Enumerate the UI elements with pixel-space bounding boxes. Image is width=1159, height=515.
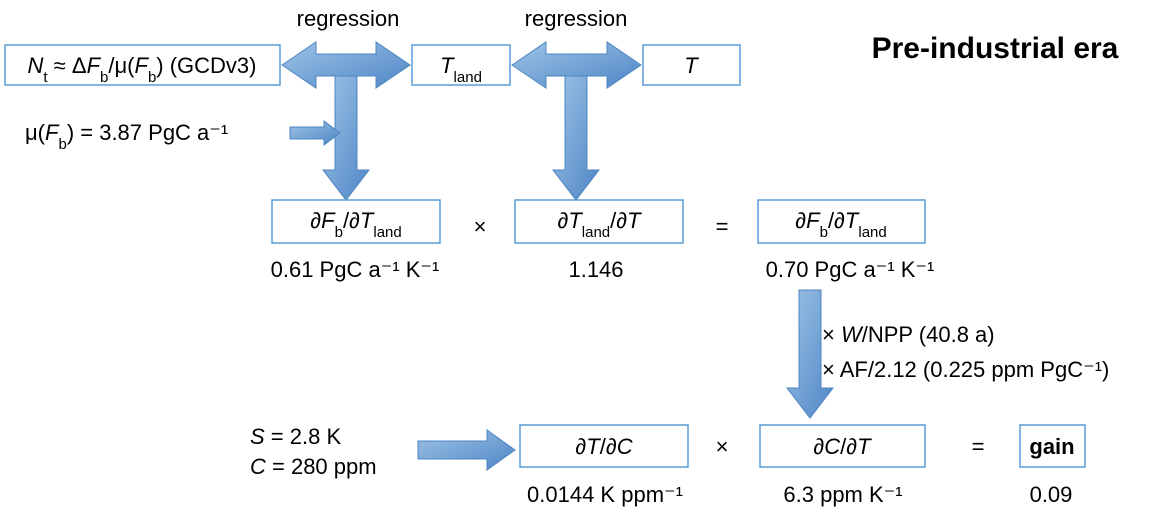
value: 0.70 PgC a⁻¹ K⁻¹ [766, 257, 935, 282]
text-run: C [824, 434, 840, 459]
operator: = [972, 434, 985, 459]
annotation: C = 280 ppm [250, 454, 377, 479]
operator: × [474, 214, 487, 239]
node-box [642, 44, 741, 86]
value: 1.146 [568, 257, 623, 282]
text-run: × [822, 322, 841, 347]
text-run: F [321, 208, 336, 233]
subscript: b [335, 224, 343, 241]
subscript: land [373, 224, 401, 241]
text-run: C [250, 454, 266, 479]
text-run: = 2.8 K [265, 424, 342, 449]
text-run: ∂ [557, 208, 568, 233]
text-run: ∂ [575, 434, 586, 459]
annotation: μ(Fb) = 3.87 PgC a⁻¹ [25, 120, 228, 153]
text-run: F [45, 120, 60, 145]
text-run: /∂ [840, 434, 857, 459]
subscript: t [43, 69, 48, 86]
text-run: /∂ [343, 208, 360, 233]
node-box [757, 199, 926, 244]
node-box [411, 44, 511, 86]
arrow [321, 75, 371, 201]
text-run: /μ( [108, 53, 135, 78]
subscript: b [58, 136, 66, 153]
annotation: × AF/2.12 (0.225 ppm PgC⁻¹) [822, 357, 1109, 382]
text-run: /∂ [610, 208, 627, 233]
node-box [519, 424, 689, 468]
value: 6.3 ppm K⁻¹ [783, 482, 902, 507]
text-run: ∂ [813, 434, 824, 459]
node-box [4, 44, 281, 86]
text-run: F [806, 208, 821, 233]
text-run: T [568, 208, 583, 233]
subscript: land [582, 224, 610, 241]
text-run: ∂ [795, 208, 806, 233]
text-run: /NPP (40.8 a) [862, 322, 995, 347]
node-box [514, 199, 684, 244]
node-label: ∂C/∂T [813, 434, 872, 459]
arrow [785, 289, 835, 419]
text-run: T [586, 434, 601, 459]
text-run: μ( [25, 120, 46, 145]
node-box [759, 424, 926, 468]
text-run: C [617, 434, 633, 459]
text-run: ) (GCDv3) [156, 53, 256, 78]
arrow [551, 75, 601, 201]
value: 0.0144 K ppm⁻¹ [527, 482, 683, 507]
text-run: gain [1029, 434, 1074, 459]
text-run: W [841, 322, 864, 347]
text-run: T [845, 208, 860, 233]
text-run: ≈ Δ [48, 53, 87, 78]
operator: = [716, 214, 729, 239]
subscript: b [820, 224, 828, 241]
text-run: T [440, 53, 455, 78]
title: Pre-industrial era [872, 32, 1119, 65]
node-label: ∂Fb/∂Tland [310, 208, 401, 241]
text-run: T [627, 208, 642, 233]
node-box [271, 199, 441, 244]
node-label: ∂Tland/∂T [557, 208, 642, 241]
node-label: Tland [440, 53, 482, 86]
text-run: S [250, 424, 265, 449]
annotation: S = 2.8 K [250, 424, 341, 449]
node-label: T [684, 53, 699, 78]
text-run: ) = 3.87 PgC a⁻¹ [67, 120, 228, 145]
text-run: ∂ [310, 208, 321, 233]
arrows [281, 41, 835, 471]
text-run: F [134, 53, 149, 78]
text-run: F [87, 53, 102, 78]
operator: × [716, 434, 729, 459]
arrow [511, 41, 642, 89]
text-run: T [684, 53, 699, 78]
subscript: b [100, 69, 108, 86]
text-run: T [857, 434, 872, 459]
subscript: land [454, 69, 482, 86]
arrow [281, 41, 411, 89]
annotation: × W/NPP (40.8 a) [822, 322, 995, 347]
arrow [289, 120, 341, 146]
text-run: /∂ [600, 434, 617, 459]
node-label: ∂T/∂C [575, 434, 632, 459]
value: 0.09 [1030, 482, 1073, 507]
node-label: Nt ≈ ΔFb/μ(Fb) (GCDv3) [28, 53, 257, 86]
value: 0.61 PgC a⁻¹ K⁻¹ [271, 257, 440, 282]
regression-label: regression [297, 6, 400, 31]
arrow [417, 429, 516, 471]
regression-label: regression [525, 6, 628, 31]
text-run: × AF/2.12 (0.225 ppm PgC⁻¹) [822, 357, 1109, 382]
text-run: N [28, 53, 44, 78]
node-box [1019, 424, 1086, 468]
node-label: gain [1029, 434, 1074, 459]
text-run: /∂ [828, 208, 845, 233]
node-label: ∂Fb/∂Tland [795, 208, 886, 241]
text-run: = 280 ppm [266, 454, 377, 479]
subscript: b [148, 69, 156, 86]
text-run: T [360, 208, 375, 233]
subscript: land [858, 224, 886, 241]
